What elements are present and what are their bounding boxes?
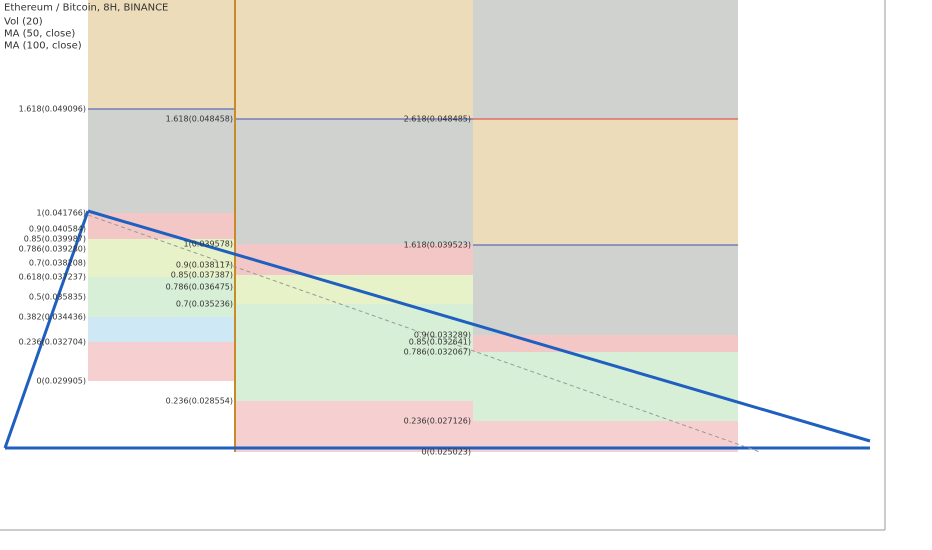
fib-label: 0.382(0.034436) [19, 313, 86, 322]
indicator: Vol (20) [4, 16, 43, 27]
fib-label: 0.9(0.033289) [414, 331, 471, 340]
fib-boxes [88, 0, 738, 452]
fib-label: 0.618(0.037237) [19, 273, 86, 282]
fib-label: 1.618(0.048458) [166, 115, 233, 124]
fib-labels: 1.618(0.049096) 1.618(0.048458) 2.618(0.… [19, 105, 471, 457]
fib-label: 1.618(0.039523) [404, 241, 471, 250]
fib-label: 0.5(0.035835) [29, 293, 86, 302]
fib-label: 0.786(0.039280) [19, 245, 86, 254]
chart-title: Ethereum / Bitcoin, 8H, BINANCE [4, 2, 168, 13]
fib-label: 0.7(0.035236) [176, 300, 233, 309]
fib-label: 0.236(0.028554) [166, 397, 233, 406]
fib-label: 1.618(0.049096) [19, 105, 86, 114]
fib-label: 1(0.039578) [183, 240, 233, 249]
fib-label: 0.236(0.032704) [19, 338, 86, 347]
fib-label: 0(0.025023) [421, 448, 471, 457]
fib-label: 2.618(0.048485) [404, 115, 471, 124]
fib-label: 0.9(0.040584) [29, 225, 86, 234]
fib-label: 0.786(0.032067) [404, 348, 471, 357]
fib-label: 1(0.041766) [36, 209, 86, 218]
fib-label: 0.9(0.038117) [176, 261, 233, 270]
indicator: MA (50, close) [4, 28, 75, 39]
fib-label: 0(0.029905) [36, 377, 86, 386]
fib-label: 0.85(0.032641) [409, 338, 471, 347]
fib-label: 0.236(0.027126) [404, 417, 471, 426]
indicator: MA (100, close) [4, 40, 82, 51]
triangle [3, 209, 871, 453]
fib-label: 0.7(0.038208) [29, 259, 86, 268]
fib-label: 0.85(0.037387) [171, 271, 233, 280]
fib-label: 0.85(0.039987) [24, 235, 86, 244]
fib-label: 0.786(0.036475) [166, 283, 233, 292]
